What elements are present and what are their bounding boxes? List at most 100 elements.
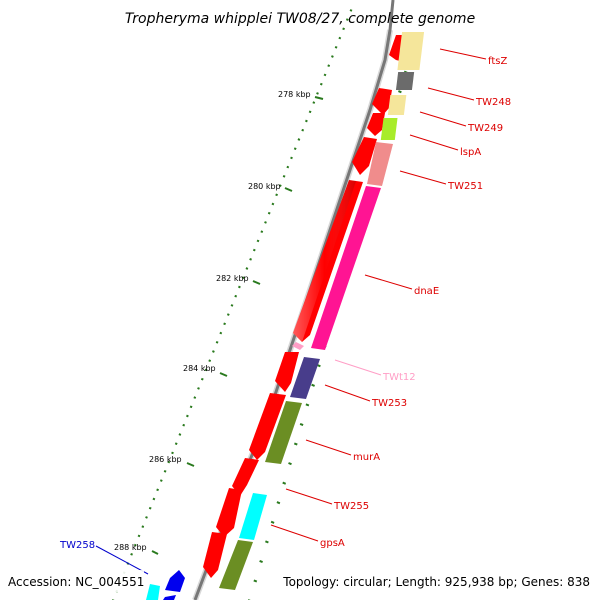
tick-dot (305, 403, 310, 407)
kbp-tick-mark (186, 462, 195, 467)
tick-dot (197, 387, 200, 390)
kbp-tick-label: 282 kbp (216, 274, 249, 283)
tick-dot (316, 92, 319, 95)
tick-dot (282, 174, 286, 178)
cds-arrow[interactable] (249, 393, 286, 460)
tick-dot (264, 221, 267, 224)
tick-dot (141, 525, 145, 528)
cds-arrow[interactable] (275, 352, 299, 392)
kbp-tick-label: 288 kbp (114, 543, 147, 552)
tick-dot (238, 285, 241, 289)
gene-block-murA[interactable] (265, 401, 302, 464)
tick-dot (256, 239, 260, 243)
tick-dot (278, 184, 282, 187)
tick-dot (223, 322, 226, 326)
gene-label-TWt12[interactable]: TWt12 (382, 372, 416, 383)
tick-dot (293, 442, 298, 446)
tick-dot (282, 481, 287, 485)
gene-block-TW251[interactable] (367, 142, 393, 186)
tick-dot (212, 350, 215, 353)
tick-dot (275, 193, 278, 197)
map-title: Tropheryma whipplei TW08/27, complete ge… (125, 11, 475, 27)
tick-dot (163, 469, 167, 473)
tick-dot (319, 82, 323, 86)
tick-dot (317, 364, 321, 368)
gene-block-lspA[interactable] (380, 118, 398, 140)
gene-label-TW249[interactable]: TW249 (467, 123, 503, 134)
gene-block-gpsA[interactable] (219, 540, 253, 590)
tick-dot (276, 501, 281, 505)
tick-dot (349, 9, 353, 12)
tick-dot (334, 45, 338, 49)
kbp-tick-label: 286 kbp (149, 455, 182, 464)
tick-dot (345, 18, 349, 21)
tick-dot (312, 101, 316, 104)
forward-strand-genes (203, 35, 408, 578)
tick-dot (189, 405, 193, 409)
cds-arrow-blue[interactable] (163, 595, 176, 600)
tick-dot (167, 460, 171, 464)
tick-dot (174, 442, 178, 446)
cds-arrow[interactable] (232, 458, 259, 496)
gene-block-TWt12[interactable] (292, 342, 304, 350)
gene-label-TW251[interactable]: TW251 (447, 181, 483, 192)
gene-label-gpsA[interactable]: gpsA (320, 538, 345, 549)
tick-dot (271, 202, 275, 206)
tick-dot (178, 433, 182, 436)
footer-accession-bg (4, 570, 144, 592)
tick-dot (252, 248, 256, 252)
gene-block-dnaE[interactable] (311, 186, 381, 350)
kbp-tick-mark (284, 187, 293, 192)
tick-dot (286, 165, 290, 169)
gene-label-murA[interactable]: murA (353, 452, 380, 463)
tick-dot (297, 138, 301, 141)
gene-label-lspA[interactable]: lspA (460, 147, 481, 158)
tick-dot (290, 156, 293, 160)
tick-dot (327, 64, 331, 68)
kbp-tick-mark (252, 280, 261, 285)
tick-dot (245, 267, 249, 270)
kbp-tick-label: 278 kbp (278, 90, 311, 99)
tick-dot (208, 359, 212, 363)
feature-blocks (146, 32, 425, 600)
gene-block-TW258[interactable] (146, 584, 160, 600)
gene-label-dnaE[interactable]: dnaE (414, 286, 439, 297)
tick-dot (133, 543, 137, 547)
cds-arrow[interactable] (352, 137, 377, 175)
gene-block-TW248[interactable] (395, 72, 415, 90)
kbp-tick-label: 284 kbp (183, 364, 216, 373)
gene-label-ftsZ[interactable]: ftsZ (488, 56, 507, 67)
tick-dot (253, 579, 258, 583)
tick-dot (193, 396, 197, 399)
cds-arrow[interactable] (372, 88, 392, 115)
tick-dot (270, 520, 275, 524)
gene-label-TW258[interactable]: TW258 (59, 540, 95, 551)
tick-dot (308, 110, 312, 114)
cds-gloss (293, 180, 356, 342)
cds-arrow-blue[interactable] (165, 570, 185, 592)
tick-dot (156, 488, 159, 492)
cds-arrow[interactable] (367, 113, 385, 136)
tick-dot (265, 540, 269, 544)
gene-label-TW253[interactable]: TW253 (371, 398, 407, 409)
tick-dot (293, 147, 297, 151)
gene-label-TW248[interactable]: TW248 (475, 97, 511, 108)
accession-text: Accession: NC_004551 (8, 575, 144, 589)
tick-dot (159, 479, 163, 482)
tick-dot (171, 451, 174, 455)
cds-arrow[interactable] (216, 488, 242, 537)
gene-block-TW253[interactable] (290, 357, 320, 399)
gene-block-TW249[interactable] (387, 95, 407, 115)
gene-block-ftsZ[interactable] (397, 32, 425, 70)
gene-label-TW255[interactable]: TW255 (333, 501, 369, 512)
tick-dot (342, 27, 345, 31)
cds-arrow[interactable] (203, 532, 227, 578)
genome-summary-text: Topology: circular; Length: 925,938 bp; … (282, 575, 590, 589)
tick-dot (305, 119, 308, 123)
tick-dot (215, 340, 219, 344)
tick-dot (398, 90, 402, 94)
tick-dot (226, 313, 230, 316)
tick-dot (152, 497, 156, 501)
kbp-tick-mark (314, 96, 324, 100)
gene-block-TW255[interactable] (239, 493, 267, 540)
